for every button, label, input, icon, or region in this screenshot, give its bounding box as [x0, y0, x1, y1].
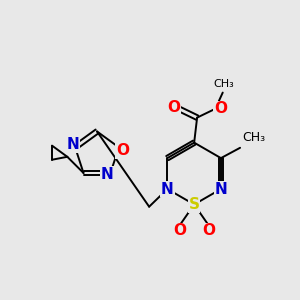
Text: O: O — [116, 143, 129, 158]
Text: N: N — [214, 182, 227, 196]
Text: N: N — [66, 137, 79, 152]
Text: N: N — [100, 167, 113, 182]
Text: O: O — [214, 101, 227, 116]
Text: CH₃: CH₃ — [242, 131, 266, 144]
Text: CH₃: CH₃ — [214, 79, 235, 89]
Text: O: O — [167, 100, 180, 115]
Text: S: S — [189, 197, 200, 212]
Text: N: N — [161, 182, 174, 196]
Text: O: O — [173, 224, 186, 238]
Text: O: O — [202, 224, 215, 238]
